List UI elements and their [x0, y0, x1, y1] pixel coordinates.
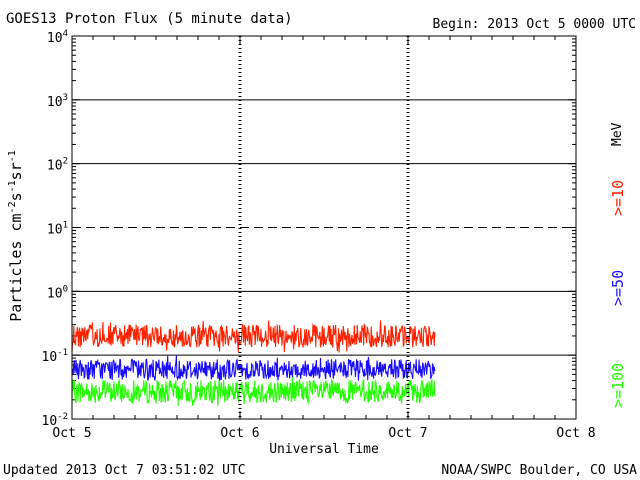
updated-timestamp: Updated 2013 Oct 7 03:51:02 UTC	[3, 463, 246, 478]
credit-text: NOAA/SWPC Boulder, CO USA	[441, 463, 637, 478]
begin-time-label: Begin: 2013 Oct 5 0000 UTC	[433, 17, 637, 32]
series-line-ge100	[71, 375, 436, 407]
x-tick-label: Oct 8	[556, 426, 595, 441]
y-tick-label: 104	[47, 29, 68, 46]
legend-unit-mev: MeV	[610, 122, 625, 146]
y-axis-label: Particles cm-2s-1sr-1	[7, 150, 25, 322]
y-tick-label: 101	[47, 221, 68, 238]
y-tick-label: 102	[47, 157, 68, 174]
x-tick-label: Oct 6	[220, 426, 259, 441]
x-tick-label: Oct 5	[52, 426, 91, 441]
legend-ge100: >=100	[609, 363, 627, 408]
y-tick-label: 10-2	[42, 412, 69, 429]
series-layer	[71, 320, 436, 407]
y-tick-label: 103	[47, 93, 68, 110]
series-line-ge50	[71, 355, 436, 382]
plot-frame	[71, 35, 577, 420]
x-axis-label: Universal Time	[269, 442, 379, 457]
legend-ge10: >=10	[609, 180, 627, 216]
x-tick-label: Oct 7	[388, 426, 427, 441]
y-tick-labels: 10-2 10-1 100 101 102 103 104	[42, 29, 69, 429]
y-tick-label: 10-1	[42, 348, 69, 365]
chart-title: GOES13 Proton Flux (5 minute data)	[6, 11, 293, 27]
series-line-ge10	[71, 320, 436, 353]
legend: >=10 >=50 >=100	[609, 180, 627, 408]
y-tick-label: 100	[47, 284, 68, 301]
grid-layer	[71, 35, 577, 420]
legend-ge50: >=50	[609, 270, 627, 306]
x-tick-labels: Oct 5 Oct 6 Oct 7 Oct 8	[52, 426, 595, 441]
